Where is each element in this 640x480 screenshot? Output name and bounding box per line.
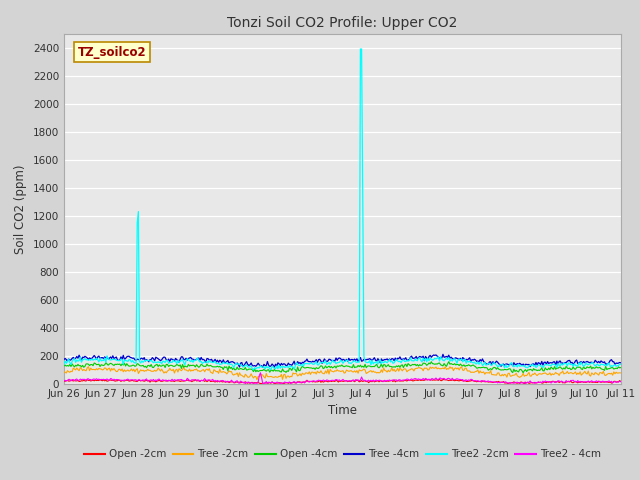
Y-axis label: Soil CO2 (ppm): Soil CO2 (ppm) (14, 164, 28, 253)
X-axis label: Time: Time (328, 405, 357, 418)
Legend: Open -2cm, Tree -2cm, Open -4cm, Tree -4cm, Tree2 -2cm, Tree2 - 4cm: Open -2cm, Tree -2cm, Open -4cm, Tree -4… (80, 445, 605, 464)
Text: TZ_soilco2: TZ_soilco2 (78, 46, 147, 59)
Title: Tonzi Soil CO2 Profile: Upper CO2: Tonzi Soil CO2 Profile: Upper CO2 (227, 16, 458, 30)
